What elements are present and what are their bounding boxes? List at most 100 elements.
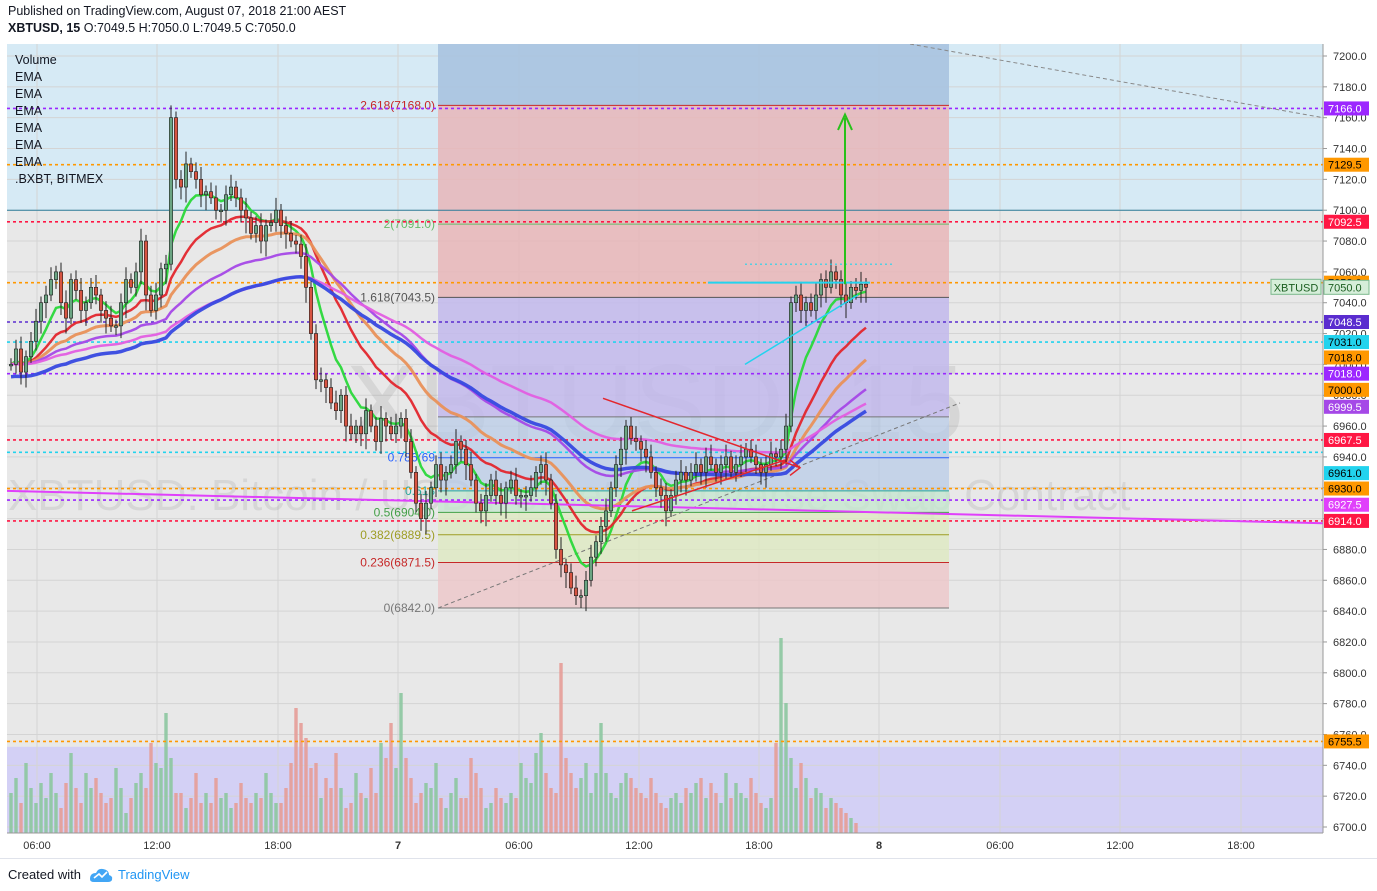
volume-bar [844,813,848,833]
volume-bar [689,793,693,833]
time-axis [0,833,1377,858]
price-label-box[interactable] [1324,399,1369,414]
candle-down [698,464,703,473]
fib-level-label: 1.618(7043.5) [360,290,435,304]
fib-zone-2618 [438,105,949,298]
tradingview-logo-icon[interactable] [88,865,114,885]
candle-up [53,271,58,280]
volume-bar [719,803,723,833]
price-tick-label: 7080.0 [1333,236,1367,248]
legend-ema[interactable]: EMA [15,155,43,169]
price-label-box[interactable] [1324,734,1369,749]
volume-bar [619,783,623,833]
price-label-box[interactable] [1324,101,1369,116]
volume-bar [684,788,688,833]
volume-bar [489,803,493,833]
candle-down [18,348,23,373]
price-label-box[interactable] [1324,157,1369,172]
candle-down [94,286,99,296]
price-label-text: 6961.0 [1328,468,1362,480]
candle-down [104,310,109,319]
ema-line-89 [10,275,867,454]
price-label-box[interactable] [1324,481,1369,496]
time-tick-label: 06:00 [986,840,1014,852]
candle-up [583,579,588,597]
candle-down [438,464,443,481]
volume-bar [19,803,23,833]
candle-down [199,179,204,196]
legend-ema[interactable]: EMA [15,104,43,118]
volume-bar [654,793,658,833]
fib-level-label: 0.618 [405,484,435,498]
volume-bar [364,798,368,833]
candle-up [718,464,723,473]
volume-bar [274,803,278,833]
legend-bxbt[interactable]: .BXBT, BITMEX [15,172,104,186]
volume-bar [14,778,18,833]
volume-bar [794,788,798,833]
volume-bar [524,778,528,833]
volume-bar [484,808,488,833]
price-label-box[interactable] [1324,466,1369,481]
volume-bar [789,758,793,833]
volume-bar [579,778,583,833]
price-label-box[interactable] [1324,366,1369,381]
price-label-box[interactable] [1324,214,1369,229]
candle-down [478,502,483,512]
candle-up [338,394,343,411]
legend-ema[interactable]: EMA [15,121,43,135]
volume-bar [529,783,533,833]
legend-ema[interactable]: EMA [15,138,43,152]
volume-bar [369,768,373,833]
legend-volume[interactable]: Volume [15,53,57,67]
volume-bar [269,793,273,833]
candle-down [174,117,179,180]
last-price-value: 7050.0 [1328,282,1362,294]
candle-down [548,479,553,504]
volume-bar [459,798,463,833]
legend-ema[interactable]: EMA [15,87,43,101]
candle-down [838,279,843,296]
volume-bar [764,808,768,833]
candle-up [783,425,788,450]
volume-bar [819,793,823,833]
candle-down [498,495,503,504]
volume-bar [739,793,743,833]
price-label-box[interactable] [1324,432,1369,447]
volume-bar [499,798,503,833]
legend-ema[interactable]: EMA [15,70,43,84]
volume-bar [199,803,203,833]
volume-bar [449,793,453,833]
price-label-box[interactable] [1324,350,1369,365]
price-label-box[interactable] [1324,513,1369,528]
candle-down [64,302,69,319]
price-label-box[interactable] [1324,335,1369,350]
close-value: 7050.0 [257,21,296,35]
candle-up [119,302,124,327]
candle-down [708,456,713,465]
volume-bar [154,763,158,833]
candle-up [593,541,598,558]
candle-up [618,448,623,465]
symbol-price-tag[interactable] [1270,278,1322,295]
last-price-box[interactable] [1323,279,1370,295]
time-tick-label: 06:00 [505,840,533,852]
tradingview-link[interactable]: TradingView [118,867,190,882]
price-label-box[interactable] [1324,497,1369,512]
triangle-upper-line [602,397,801,469]
price-label-box[interactable] [1324,382,1369,397]
candle-up [673,479,678,496]
candle-up [9,364,14,367]
price-label-box[interactable] [1324,314,1369,329]
volume-bar [264,773,268,833]
high-value: 7050.0 [151,21,190,35]
volume-bar [194,773,198,833]
volume-bar [74,788,78,833]
candle-down [234,186,239,199]
volume-bar [114,768,118,833]
volume-bar [134,783,138,833]
candle-down [58,271,63,304]
candle-up [768,453,773,465]
candle-down [563,564,568,573]
